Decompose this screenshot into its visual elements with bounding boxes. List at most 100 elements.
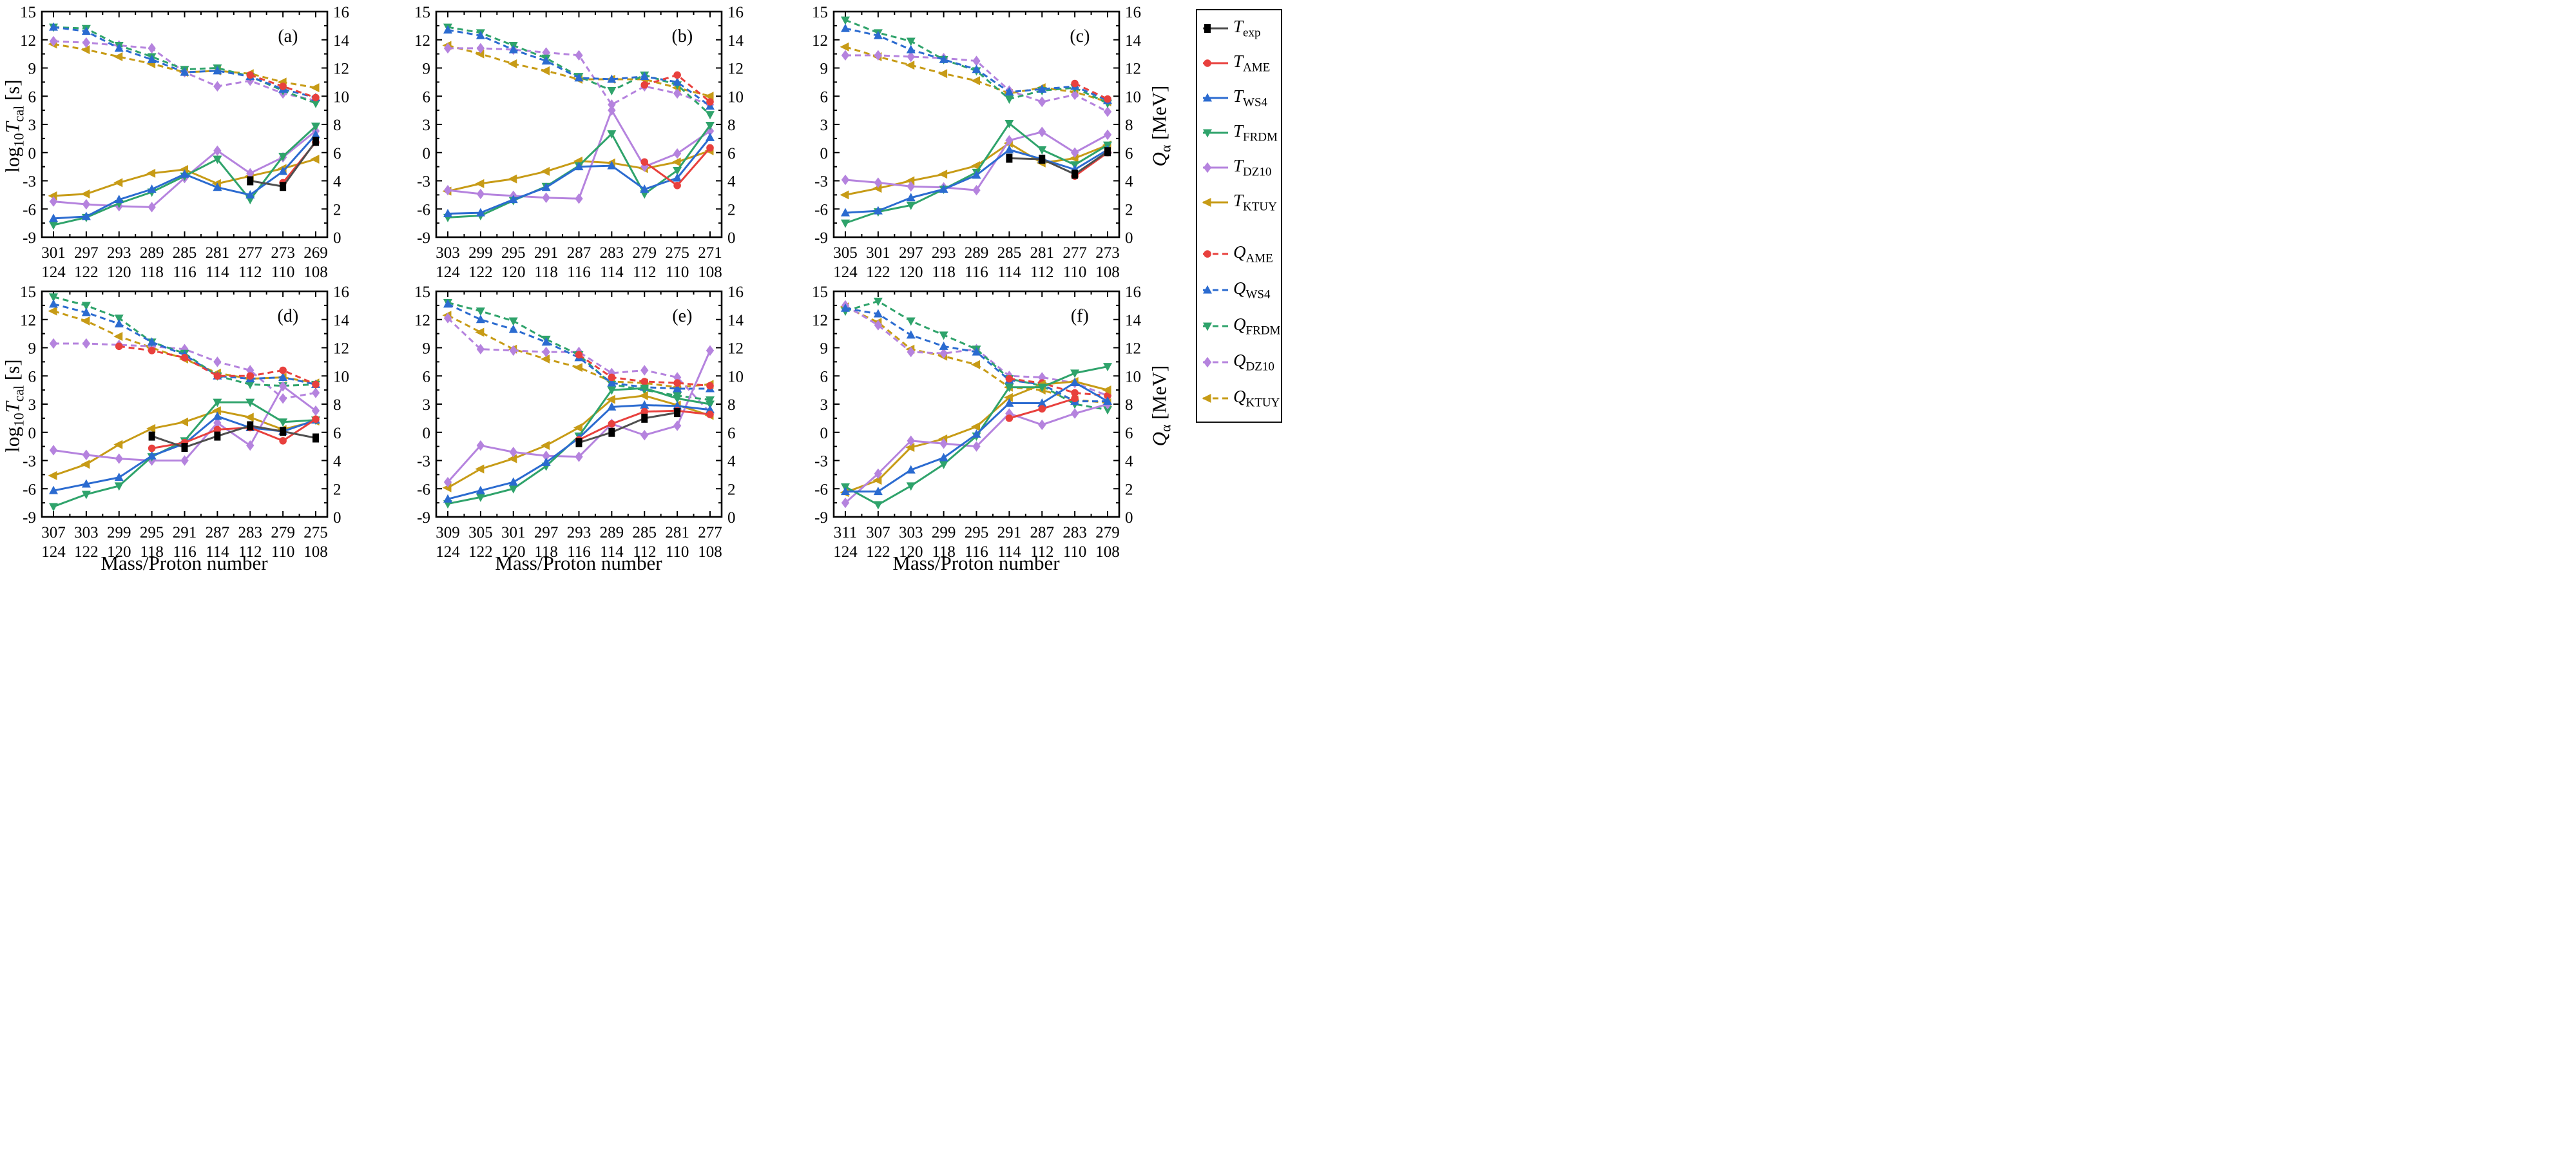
triangle-up-marker [1203, 93, 1212, 102]
diamond-marker [874, 177, 883, 188]
triangle-up-marker [49, 299, 58, 308]
diamond-marker [180, 455, 189, 466]
circle-marker [312, 380, 320, 389]
svg-text:120: 120 [501, 543, 526, 561]
exp-square-marker [674, 408, 681, 418]
triangle-up-marker [873, 30, 883, 39]
series-Q-AME [115, 342, 320, 389]
exp-square-marker [280, 182, 287, 191]
triangle-left-marker [146, 168, 156, 178]
triangle-down-marker [1004, 95, 1014, 104]
diamond-marker [82, 199, 91, 210]
series-T-DZ10 [841, 126, 1112, 196]
triangle-up-marker [49, 22, 58, 31]
diamond-marker [443, 476, 452, 488]
diamond-marker [148, 202, 156, 213]
diamond-marker [542, 451, 550, 461]
series-T-WS4 [443, 400, 715, 503]
svg-text:277: 277 [698, 524, 722, 541]
svg-text:112: 112 [238, 264, 262, 281]
svg-text:271: 271 [698, 244, 722, 262]
triangle-left-marker [1003, 393, 1013, 402]
svg-text:299: 299 [932, 524, 956, 541]
diamond-marker [972, 55, 981, 66]
triangle-up-marker [1004, 144, 1014, 153]
triangle-left-marker [905, 61, 915, 70]
diamond-marker [907, 346, 915, 358]
series-T-AME [1005, 394, 1079, 422]
triangle-left-marker [81, 316, 90, 325]
svg-text:16: 16 [727, 284, 744, 301]
circle-marker [148, 444, 156, 452]
svg-text:4: 4 [1125, 173, 1133, 191]
legend-item-T-KTUY: TKTUY [1201, 190, 1277, 214]
svg-text:279: 279 [1095, 524, 1120, 541]
diamond-marker [443, 43, 452, 54]
svg-text:116: 116 [173, 264, 197, 281]
triangle-left-marker [541, 166, 550, 176]
series-Q-DZ10 [841, 50, 1112, 117]
series-Q-AME [575, 351, 714, 390]
svg-text:-6: -6 [417, 201, 430, 218]
svg-text:122: 122 [74, 264, 99, 281]
triangle-down-marker [706, 121, 715, 130]
diamond-marker [907, 51, 915, 63]
svg-text:120: 120 [899, 543, 923, 561]
legend-item-T-exp: Texp [1201, 17, 1260, 39]
svg-text:15: 15 [20, 4, 36, 21]
exp-square-marker [312, 137, 319, 146]
svg-text:283: 283 [238, 524, 263, 541]
legend-item-T-DZ10: TDZ10 [1201, 155, 1272, 179]
triangle-up-marker [508, 324, 518, 333]
triangle-left-marker [179, 417, 188, 427]
svg-text:-9: -9 [417, 509, 430, 527]
svg-text:2: 2 [333, 201, 341, 218]
triangle-left-marker [508, 59, 517, 68]
triangle-up-marker [508, 44, 518, 53]
triangle-left-marker [113, 52, 123, 61]
triangle-up-marker [476, 30, 485, 39]
diamond-marker [608, 104, 616, 116]
svg-text:112: 112 [1030, 264, 1054, 281]
triangle-up-marker [1004, 87, 1014, 96]
exp-square-marker [312, 433, 319, 443]
svg-text:116: 116 [173, 543, 197, 561]
triangle-up-marker [906, 193, 916, 202]
legend-item-label: TKTUY [1233, 190, 1277, 214]
triangle-up-marker [476, 315, 485, 324]
legend-item-Q-KTUY: QKTUY [1201, 387, 1280, 409]
legend-item-label: TDZ10 [1233, 155, 1272, 179]
svg-text:8: 8 [333, 117, 341, 134]
svg-text:279: 279 [633, 244, 657, 262]
triangle-down-marker [1103, 363, 1112, 372]
triangle-down-marker [1004, 120, 1014, 129]
triangle-down-marker [706, 396, 715, 405]
svg-text:120: 120 [899, 264, 923, 281]
svg-text:16: 16 [333, 284, 349, 301]
diamond-marker [640, 429, 649, 441]
svg-text:0: 0 [333, 229, 341, 247]
triangle-left-marker [1102, 385, 1111, 395]
circle-marker [1071, 389, 1079, 397]
triangle-up-marker [114, 318, 124, 327]
triangle-up-marker [476, 485, 485, 494]
svg-text:8: 8 [333, 396, 341, 414]
diamond-marker [278, 381, 287, 392]
triangle-down-marker [1037, 146, 1047, 155]
svg-text:6: 6 [727, 145, 736, 162]
triangle-left-marker [1202, 198, 1211, 207]
diamond-marker [476, 440, 485, 451]
svg-text:6: 6 [1125, 145, 1133, 162]
triangle-down-marker [49, 503, 58, 512]
diamond-marker [213, 417, 222, 429]
svg-text:-3: -3 [417, 453, 430, 471]
triangle-up-marker [640, 72, 649, 81]
svg-text:124: 124 [41, 264, 66, 281]
triangle-left-marker [475, 327, 485, 337]
triangle-down-marker [873, 501, 883, 510]
panel-letter: (c) [1070, 26, 1090, 46]
diamond-marker [575, 451, 583, 462]
